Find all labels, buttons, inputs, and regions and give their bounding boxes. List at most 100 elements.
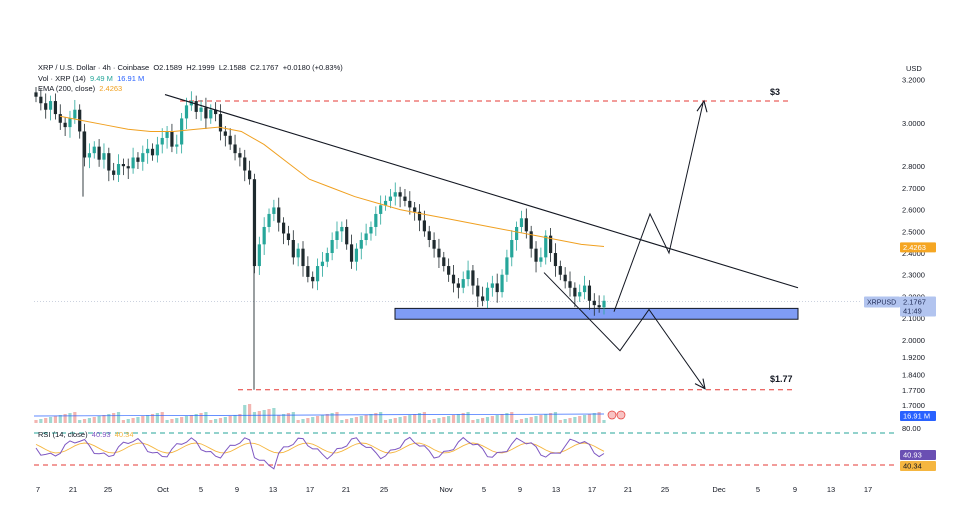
volume-bar-13: [97, 416, 101, 423]
candle-body-94: [490, 283, 494, 288]
volume-bar-18: [121, 420, 125, 423]
candle-body-108: [558, 266, 562, 275]
candle-body-50: [277, 207, 281, 223]
candle-body-95: [495, 283, 499, 293]
ema-row: EMA (200, close) 2.4263: [38, 84, 343, 95]
candle-body-1: [39, 96, 43, 104]
candle-body-93: [485, 287, 490, 301]
h-label: H: [186, 63, 192, 72]
candle-body-18: [121, 164, 125, 167]
volume-bar-72: [383, 420, 388, 423]
candle-body-71: [379, 205, 383, 214]
candle-body-19: [126, 166, 130, 169]
volume-bar-30: [180, 417, 184, 423]
candle-body-44: [248, 170, 252, 180]
y-tick-label-12: 1.8400: [902, 371, 925, 380]
c-label: C: [250, 63, 256, 72]
candle-body-82: [432, 240, 436, 249]
rsi-value-1: 40.93: [91, 430, 111, 439]
candle-body-37: [214, 109, 218, 115]
volume-group: [34, 404, 606, 423]
x-tick-label-6: 13: [269, 485, 277, 494]
volume-bar-40: [228, 416, 232, 423]
volume-bar-14: [102, 415, 106, 423]
candle-body-65: [349, 244, 354, 262]
volume-bar-25: [155, 413, 159, 423]
currency-label[interactable]: USD: [906, 64, 922, 73]
candle-body-83: [437, 248, 441, 258]
x-tick-label-0: 7: [36, 485, 40, 494]
x-tick-label-20: 13: [827, 485, 835, 494]
volume-bar-34: [199, 413, 203, 423]
volume-bar-37: [214, 419, 218, 423]
volume-bar-17: [116, 412, 121, 423]
candle-body-102: [529, 231, 533, 249]
volume-bar-3: [48, 417, 53, 423]
candle-body-68: [364, 233, 368, 240]
candle-body-40: [228, 135, 232, 145]
volume-bar-41: [233, 415, 237, 423]
candle-body-74: [393, 192, 397, 197]
candle-body-103: [534, 248, 538, 262]
volume-bar-96: [500, 414, 504, 423]
change-value: +0.0180 (+0.83%): [282, 63, 343, 72]
volume-bar-23: [146, 415, 150, 423]
volume-badge-text: 16.91 M: [903, 412, 930, 421]
candle-body-3: [48, 101, 53, 110]
rsi-badge-1-bg: [900, 450, 936, 460]
volume-bar-114: [587, 414, 592, 423]
bearish-arrowhead: [694, 378, 706, 390]
x-tick-label-9: 25: [380, 485, 388, 494]
c-value: 2.1767: [255, 63, 279, 72]
volume-bar-100: [519, 419, 524, 423]
volume-bar-88: [461, 413, 465, 423]
ema-value: 2.4263: [99, 84, 123, 93]
candle-body-107: [553, 253, 558, 267]
candle-body-23: [146, 148, 150, 154]
candle-body-90: [471, 270, 475, 286]
volume-bar-85: [447, 416, 451, 423]
volume-bar-104: [539, 415, 543, 423]
volume-bar-0: [34, 420, 38, 423]
volume-bar-6: [63, 414, 67, 423]
volume-bar-73: [388, 419, 392, 423]
volume-bar-32: [189, 415, 193, 423]
volume-bar-90: [471, 420, 475, 423]
volume-bar-42: [238, 414, 242, 423]
volume-bar-95: [495, 415, 499, 423]
volume-bar-44: [248, 404, 252, 423]
volume-bar-54: [296, 420, 300, 423]
candle-body-20: [131, 157, 135, 169]
volume-bar-52: [286, 413, 291, 423]
candle-body-104: [539, 257, 543, 262]
volume-bar-62: [335, 412, 339, 423]
candle-body-29: [175, 144, 179, 147]
volume-bar-77: [408, 415, 412, 423]
rsi-legend: RSI (14, close) 40.93 40.34: [38, 430, 134, 439]
y-tick-label-4: 2.6000: [902, 206, 925, 215]
candle-body-101: [524, 218, 528, 232]
volume-bar-93: [485, 417, 490, 423]
volume-bar-43: [243, 405, 247, 423]
candle-body-38: [218, 114, 223, 132]
volume-bar-7: [68, 413, 72, 423]
volume-bar-48: [267, 409, 271, 423]
volume-bar-1: [39, 419, 43, 423]
rsi-label: RSI (14, close): [38, 430, 88, 439]
volume-bar-58: [315, 416, 320, 423]
candle-body-72: [383, 200, 388, 206]
candle-body-42: [238, 153, 242, 158]
candle-body-86: [451, 274, 456, 284]
x-tick-label-11: 5: [482, 485, 486, 494]
volume-bar-22: [141, 416, 145, 423]
candle-body-88: [461, 279, 465, 288]
candle-body-113: [582, 285, 587, 293]
candle-body-8: [73, 109, 77, 119]
candle-body-110: [568, 281, 572, 288]
volume-bar-5: [58, 415, 62, 423]
candle-body-21: [136, 157, 140, 162]
descending-trendline: [164, 94, 799, 289]
volume-bar-106: [548, 413, 553, 423]
